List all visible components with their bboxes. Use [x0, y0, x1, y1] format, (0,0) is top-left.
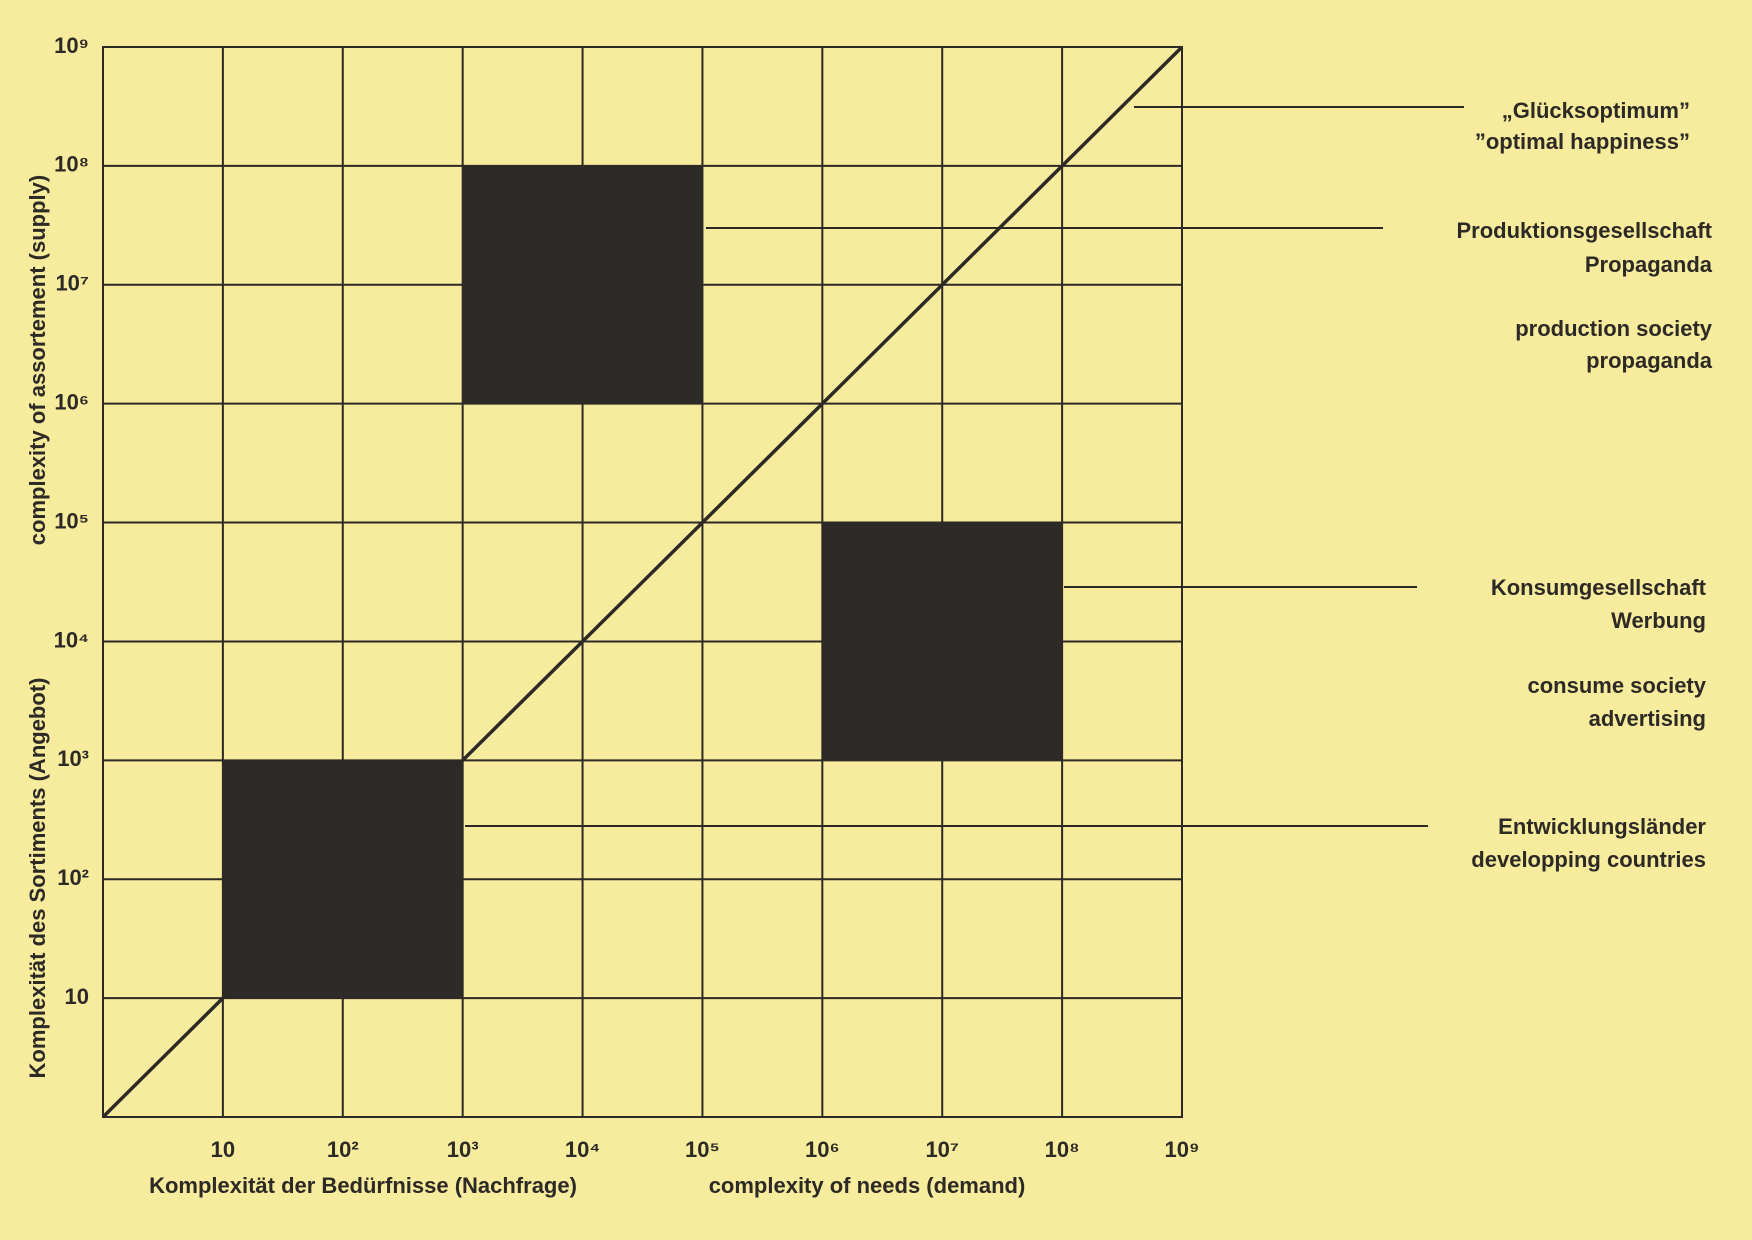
annotation: Werbung: [1611, 608, 1706, 633]
annotation: propaganda: [1586, 348, 1713, 373]
annotation: ”optimal happiness”: [1475, 129, 1690, 154]
x-tick-label: 10⁹: [1165, 1137, 1200, 1162]
x-axis-label: complexity of needs (demand): [709, 1173, 1026, 1198]
annotation: consume society: [1527, 673, 1706, 698]
annotation: Produktionsgesellschaft: [1456, 218, 1712, 243]
x-tick-label: 10⁴: [565, 1137, 600, 1162]
y-tick-label: 10⁵: [54, 508, 89, 533]
annotation: production society: [1515, 316, 1713, 341]
x-tick-label: 10³: [447, 1137, 479, 1162]
y-tick-label: 10: [65, 984, 89, 1009]
y-tick-label: 10⁴: [54, 627, 89, 652]
annotation: developping countries: [1471, 847, 1706, 872]
y-tick-label: 10⁶: [54, 389, 89, 414]
annotation: Propaganda: [1585, 252, 1713, 277]
y-tick-label: 10⁸: [54, 152, 89, 177]
x-tick-label: 10⁶: [805, 1137, 840, 1162]
annotation: „Glücksoptimum”: [1502, 98, 1690, 123]
x-tick-label: 10⁷: [925, 1137, 959, 1162]
x-axis-label: Komplexität der Bedürfnisse (Nachfrage): [149, 1173, 577, 1198]
y-tick-label: 10⁷: [55, 271, 89, 296]
y-axis-label: Komplexität des Sortiments (Angebot): [25, 678, 50, 1079]
x-tick-label: 10⁵: [685, 1137, 720, 1162]
y-tick-label: 10²: [57, 865, 89, 890]
x-tick-label: 10⁸: [1045, 1137, 1080, 1162]
y-tick-label: 10³: [57, 746, 89, 771]
annotation: advertising: [1589, 706, 1706, 731]
diagonal-line: [101, 45, 1184, 1119]
y-axis-label: complexity of assortement (supply): [25, 175, 50, 545]
annotation: Entwicklungsländer: [1498, 814, 1706, 839]
y-tick-label: 10⁹: [54, 33, 89, 58]
x-tick-label: 10²: [327, 1137, 359, 1162]
x-tick-label: 10: [211, 1137, 235, 1162]
annotation: Konsumgesellschaft: [1491, 575, 1707, 600]
